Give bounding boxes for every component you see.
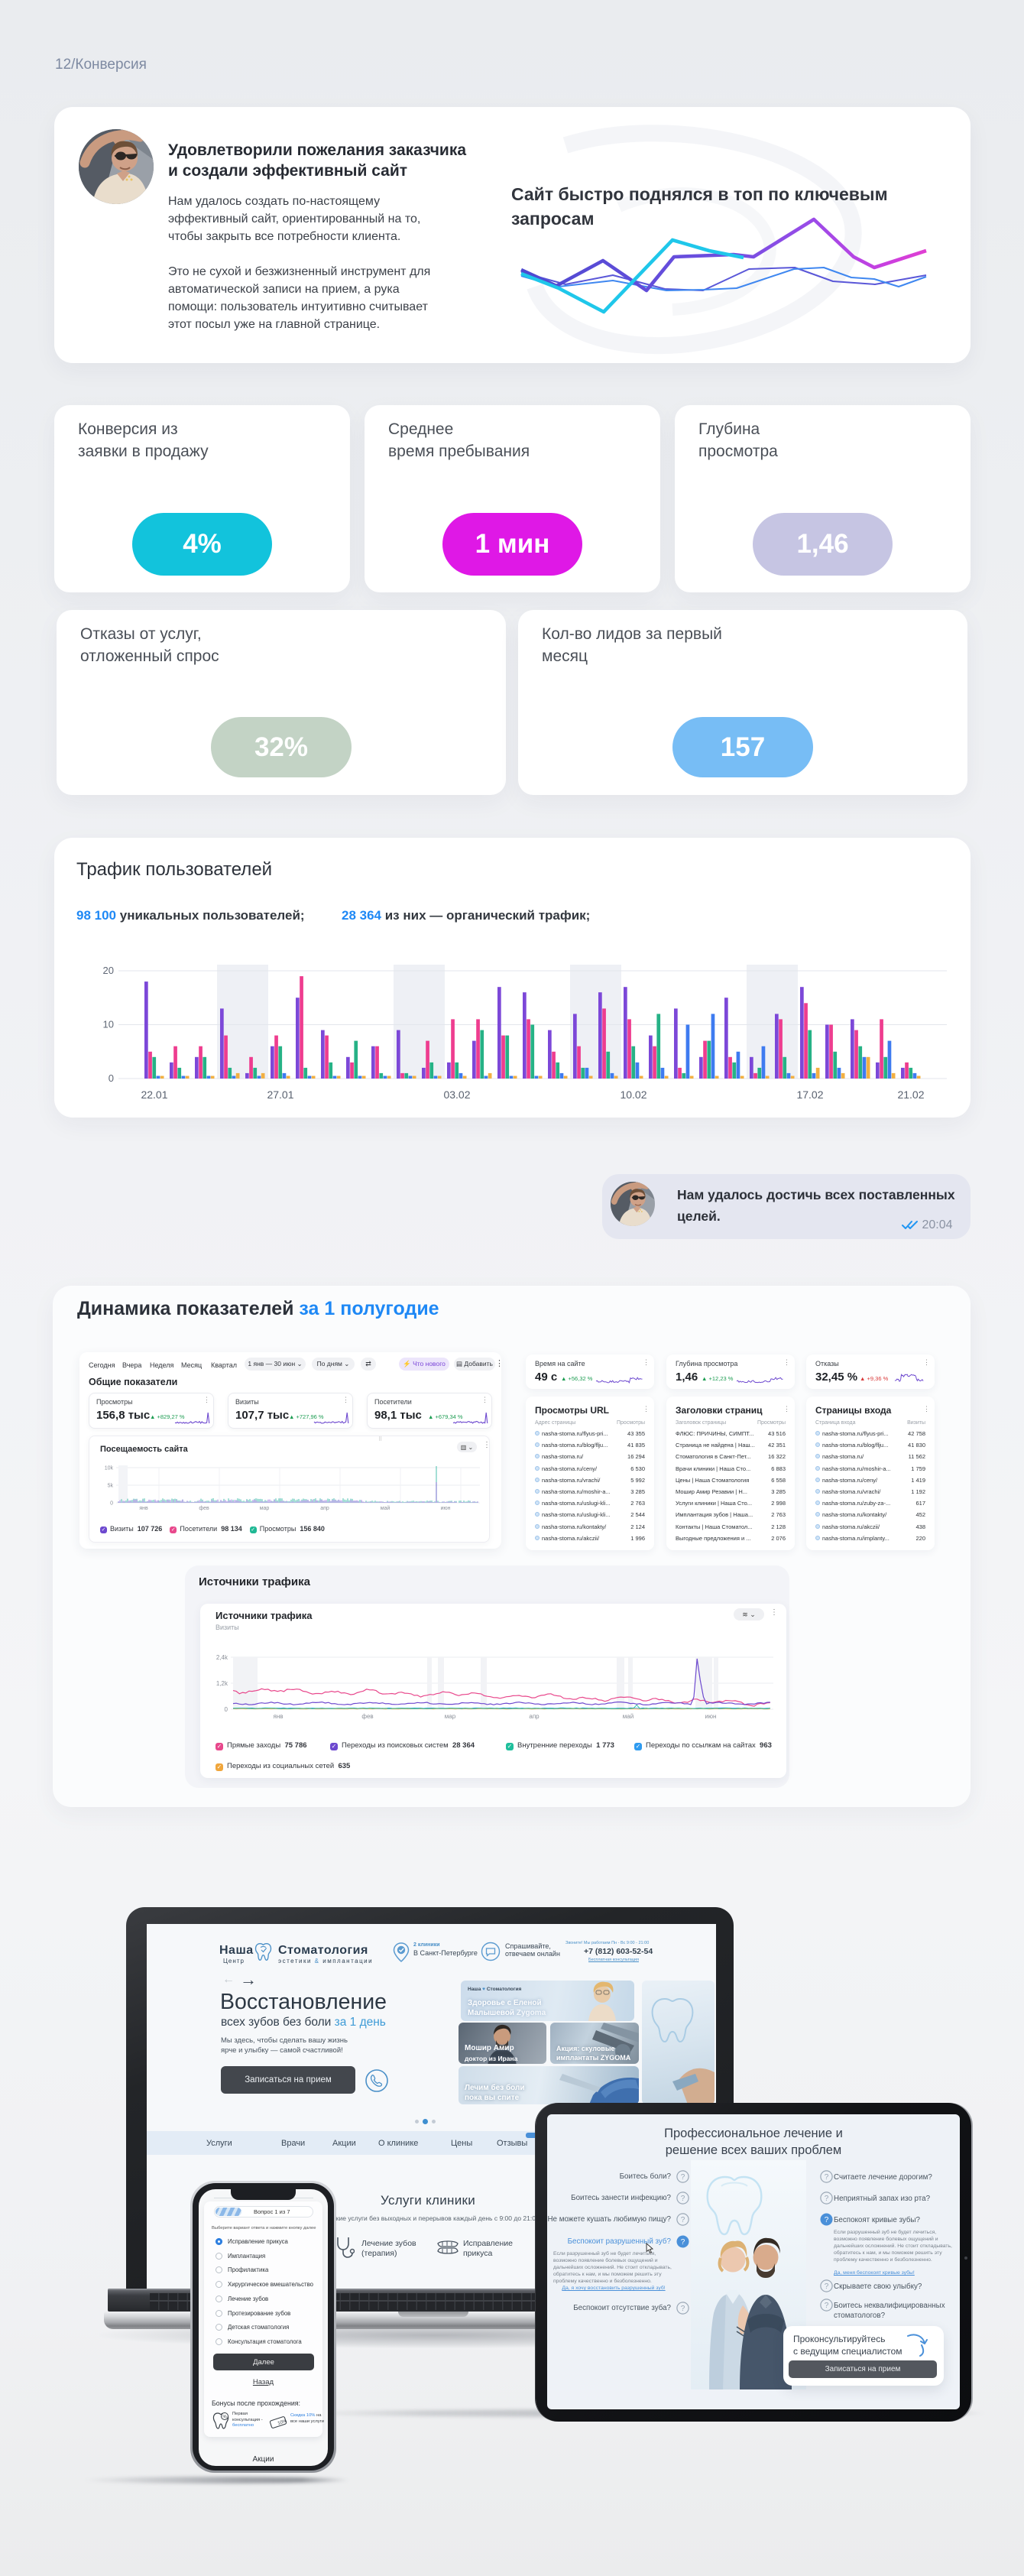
svg-text:?: ? <box>681 2305 685 2313</box>
svg-text:03.02: 03.02 <box>443 1088 470 1101</box>
svg-text:апр: апр <box>529 1713 540 1720</box>
svg-text:?: ? <box>681 2195 685 2203</box>
svg-text:10%: 10% <box>277 2419 288 2426</box>
svg-text:фев: фев <box>199 1506 209 1511</box>
svg-text:1,2k: 1,2k <box>216 1680 228 1687</box>
svg-text:янв: янв <box>139 1506 148 1511</box>
svg-text:10: 10 <box>103 1019 114 1030</box>
svg-text:22.01: 22.01 <box>141 1088 167 1101</box>
svg-text:20: 20 <box>103 965 114 976</box>
svg-text:21.02: 21.02 <box>897 1088 924 1101</box>
svg-text:мар: мар <box>260 1506 270 1511</box>
svg-text:0: 0 <box>110 1501 113 1507</box>
svg-text:17.02: 17.02 <box>796 1088 823 1101</box>
svg-text:апр: апр <box>320 1506 329 1511</box>
svg-text:?: ? <box>825 2302 829 2310</box>
svg-text:27.01: 27.01 <box>267 1088 293 1101</box>
svg-text:янв: янв <box>274 1713 284 1720</box>
svg-text:0: 0 <box>109 1072 114 1084</box>
svg-text:5k: 5k <box>108 1484 114 1489</box>
svg-text:%: % <box>222 2415 227 2420</box>
svg-text:июн: июн <box>705 1713 717 1720</box>
svg-text:май: май <box>623 1713 634 1720</box>
svg-text:?: ? <box>681 2173 685 2182</box>
svg-text:июн: июн <box>440 1506 450 1511</box>
svg-text:10k: 10k <box>105 1466 114 1471</box>
svg-text:0: 0 <box>225 1706 228 1713</box>
svg-text:?: ? <box>681 2238 685 2247</box>
svg-text:?: ? <box>681 2216 685 2224</box>
svg-text:фев: фев <box>361 1713 373 1720</box>
svg-text:10.02: 10.02 <box>620 1088 646 1101</box>
svg-text:?: ? <box>825 2216 829 2224</box>
svg-text:мар: мар <box>445 1713 456 1720</box>
svg-text:?: ? <box>825 2195 829 2203</box>
svg-text:май: май <box>381 1505 390 1511</box>
svg-text:2,4k: 2,4k <box>216 1654 228 1661</box>
svg-text:?: ? <box>825 2282 829 2291</box>
svg-text:?: ? <box>825 2173 829 2182</box>
